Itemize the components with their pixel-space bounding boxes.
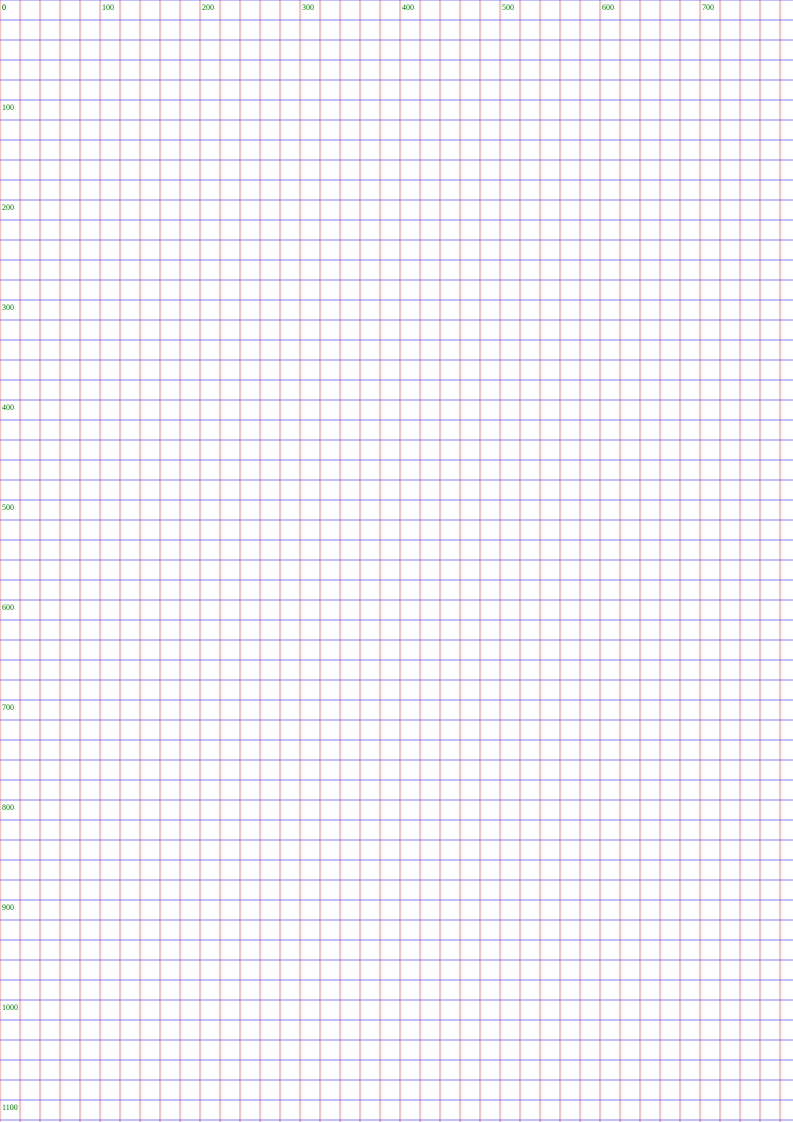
svg-text:500: 500	[2, 503, 14, 512]
svg-text:200: 200	[202, 3, 214, 12]
svg-text:400: 400	[2, 403, 14, 412]
svg-text:200: 200	[2, 203, 14, 212]
svg-text:900: 900	[2, 903, 14, 912]
svg-text:700: 700	[702, 3, 714, 12]
svg-text:100: 100	[2, 103, 14, 112]
svg-text:0: 0	[2, 3, 6, 12]
svg-text:300: 300	[302, 3, 314, 12]
svg-text:500: 500	[502, 3, 514, 12]
svg-text:700: 700	[2, 703, 14, 712]
svg-text:400: 400	[402, 3, 414, 12]
svg-text:800: 800	[2, 803, 14, 812]
svg-text:300: 300	[2, 303, 14, 312]
svg-text:1100: 1100	[2, 1103, 18, 1112]
svg-text:600: 600	[602, 3, 614, 12]
svg-text:600: 600	[2, 603, 14, 612]
svg-text:1000: 1000	[2, 1003, 18, 1012]
svg-text:100: 100	[102, 3, 114, 12]
